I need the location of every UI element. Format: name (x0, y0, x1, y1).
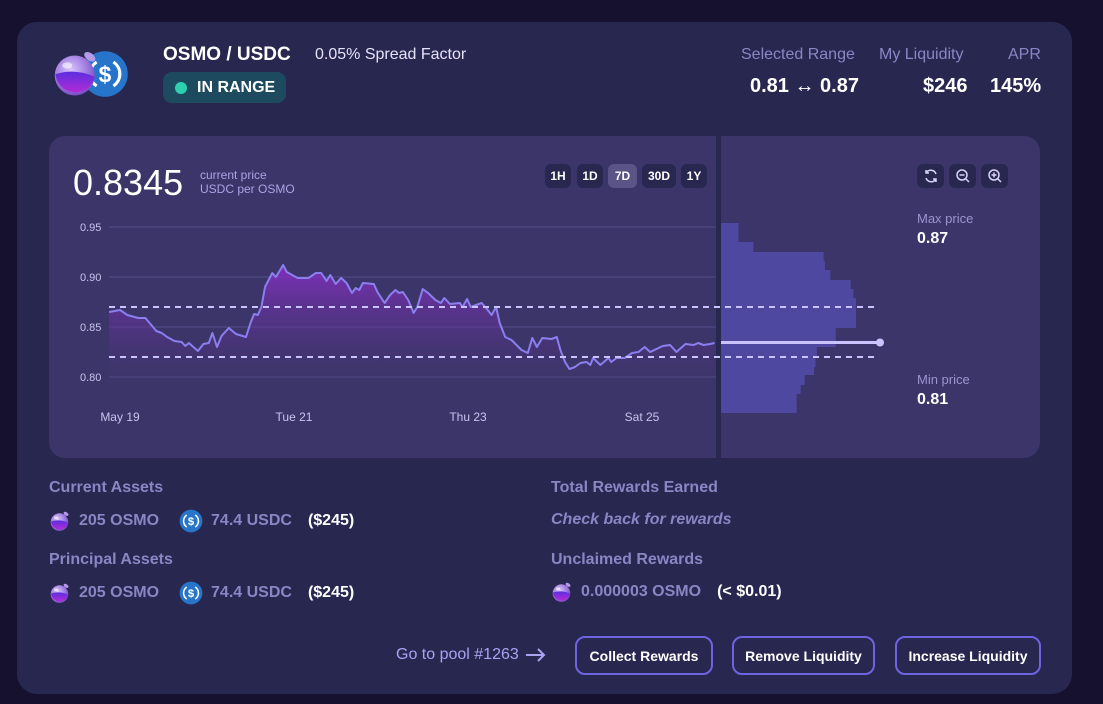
selected-range-label: Selected Range (741, 46, 855, 63)
apr-value: 145% (990, 75, 1042, 97)
timeframe-30d[interactable]: 30D (642, 164, 676, 188)
liquidity-bar (721, 280, 851, 289)
usdc-amount: 74.4 USDC (211, 512, 292, 529)
liquidity-bar (721, 375, 805, 385)
liquidity-bar (721, 289, 854, 298)
liquidity-bar (721, 223, 739, 242)
total-rewards-text: Check back for rewards (551, 511, 732, 528)
current-assets-title: Current Assets (49, 479, 164, 496)
usd-value: ($245) (307, 512, 355, 529)
refresh-icon (924, 169, 937, 183)
usd-value: ($245) (307, 584, 355, 601)
liquidity-bar (721, 328, 836, 347)
timeframe-1h[interactable]: 1H (545, 164, 571, 188)
y-tick-label: 0.80 (80, 372, 101, 384)
spread-factor: 0.05% Spread Factor (315, 46, 467, 63)
max-price-label: Max price (917, 211, 974, 226)
selected-range-value: 0.81 ↔ 0.87 (750, 75, 859, 97)
x-tick-label: Thu 23 (449, 410, 487, 424)
liquidity-bar (721, 403, 797, 413)
price-area (109, 265, 715, 382)
liquidity-bar (721, 367, 815, 375)
timeframe-7d[interactable]: 7D (608, 164, 637, 188)
principal-assets-row: 205 OSMO 74.4 USDC ($245) (49, 581, 354, 605)
my-liquidity-label: My Liquidity (879, 46, 964, 63)
usdc-icon (179, 509, 204, 533)
osmo-amount: 0.000003 OSMO (581, 583, 702, 600)
principal-assets-title: Principal Assets (49, 551, 173, 568)
liquidity-bar (721, 252, 824, 261)
x-tick-label: May 19 (100, 410, 140, 424)
current-price-label: current price USDC per OSMO (200, 168, 295, 196)
osmo-amount: 205 OSMO (79, 512, 160, 529)
max-price-value: 0.87 (917, 230, 949, 247)
timeframe-1d[interactable]: 1D (577, 164, 603, 188)
price-line (108, 264, 715, 370)
osmo-amount: 205 OSMO (79, 584, 160, 601)
x-tick-label: Tue 21 (276, 410, 313, 424)
zoom-out-icon (955, 169, 970, 183)
pool-pair-title: OSMO / USDC (163, 44, 291, 65)
position-card: OSMO / USDC 0.05% Spread Factor IN RANGE… (17, 22, 1072, 694)
status-badge: IN RANGE (163, 72, 286, 103)
arrow-right-icon (525, 648, 546, 662)
y-tick-label: 0.90 (80, 272, 101, 284)
liquidity-bar (721, 298, 856, 328)
pool-token-logos (54, 50, 129, 98)
status-text: IN RANGE (197, 78, 276, 96)
y-tick-label: 0.85 (80, 322, 101, 334)
increase-liquidity-button[interactable]: Increase Liquidity (895, 636, 1041, 675)
my-liquidity-value: $246 (923, 75, 968, 97)
liquidity-bar (721, 347, 817, 357)
liquidity-bar (721, 270, 831, 280)
min-price-value: 0.81 (917, 391, 949, 408)
osmo-icon (50, 510, 70, 531)
unclaimed-rewards-title: Unclaimed Rewards (551, 551, 704, 568)
osmo-icon (552, 581, 572, 602)
refresh-button[interactable] (917, 164, 944, 188)
zoom-out-button[interactable] (949, 164, 976, 188)
liquidity-bar (721, 394, 797, 403)
liquidity-bar (721, 242, 754, 252)
price-chart: 0.95 0.90 0.85 0.80 May 19 Tue 21 Thu 23 Sat 25 (80, 136, 884, 458)
go-to-pool-link[interactable]: Go to pool #1263 (396, 646, 547, 664)
timeframe-1y[interactable]: 1Y (681, 164, 707, 188)
current-price: 0.8345 (73, 162, 184, 203)
usdc-amount: 74.4 USDC (211, 584, 292, 601)
zoom-in-button[interactable] (981, 164, 1008, 188)
total-rewards-title: Total Rewards Earned (551, 479, 718, 496)
osmo-icon (50, 582, 70, 603)
zoom-in-icon (987, 169, 1002, 183)
liquidity-bar (721, 357, 816, 367)
x-tick-label: Sat 25 (625, 410, 660, 424)
usdc-icon (179, 581, 204, 605)
status-dot-icon (175, 81, 187, 94)
min-price-label: Min price (917, 372, 970, 387)
current-assets-row: 205 OSMO 74.4 USDC ($245) (49, 509, 354, 533)
apr-label: APR (1008, 46, 1041, 63)
liquidity-bar (721, 261, 825, 270)
collect-rewards-button[interactable]: Collect Rewards (575, 636, 713, 675)
current-price-handle (876, 338, 884, 347)
price-chart-panel: 0.95 0.90 0.85 0.80 May 19 Tue 21 Thu 23 Sat 25… (49, 136, 1040, 458)
liquidity-bar (721, 385, 801, 394)
usd-value: (< $0.01) (717, 583, 782, 600)
remove-liquidity-button[interactable]: Remove Liquidity (732, 636, 875, 675)
unclaimed-rewards-row: 0.000003 OSMO (< $0.01) (551, 581, 782, 603)
chart-divider (716, 136, 721, 458)
y-tick-label: 0.95 (80, 222, 101, 234)
